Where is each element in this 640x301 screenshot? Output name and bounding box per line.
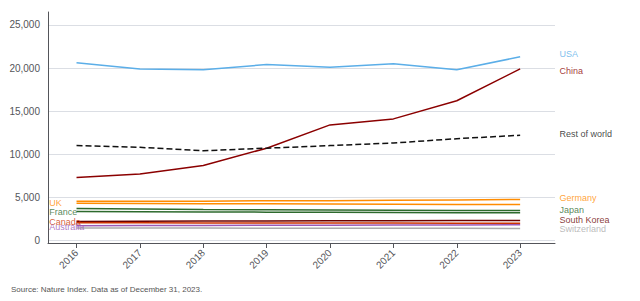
- svg-text:2017: 2017: [120, 247, 144, 271]
- svg-text:Australia: Australia: [49, 222, 84, 232]
- svg-text:Rest of world: Rest of world: [559, 129, 612, 139]
- svg-text:2018: 2018: [184, 247, 208, 271]
- svg-text:Germany: Germany: [559, 193, 597, 203]
- svg-text:France: France: [49, 207, 77, 217]
- svg-text:South Korea: South Korea: [559, 215, 609, 225]
- svg-text:0: 0: [34, 235, 40, 246]
- svg-text:2020: 2020: [310, 247, 334, 271]
- svg-text:10,000: 10,000: [9, 149, 40, 160]
- svg-text:15,000: 15,000: [9, 106, 40, 117]
- svg-text:Switzerland: Switzerland: [559, 224, 606, 234]
- svg-text:China: China: [559, 66, 583, 76]
- svg-text:2022: 2022: [437, 247, 461, 271]
- svg-text:UK: UK: [49, 197, 62, 208]
- svg-text:2023: 2023: [501, 247, 525, 271]
- svg-text:20,000: 20,000: [9, 63, 40, 74]
- svg-text:25,000: 25,000: [9, 19, 40, 30]
- svg-text:USA: USA: [559, 49, 578, 59]
- svg-text:2016: 2016: [57, 247, 81, 271]
- svg-text:2021: 2021: [374, 247, 398, 271]
- svg-text:Source: Nature Index. Data as: Source: Nature Index. Data as of Decembe…: [11, 285, 202, 294]
- svg-text:2019: 2019: [247, 247, 271, 271]
- svg-text:5,000: 5,000: [15, 192, 40, 203]
- svg-text:Japan: Japan: [559, 205, 584, 215]
